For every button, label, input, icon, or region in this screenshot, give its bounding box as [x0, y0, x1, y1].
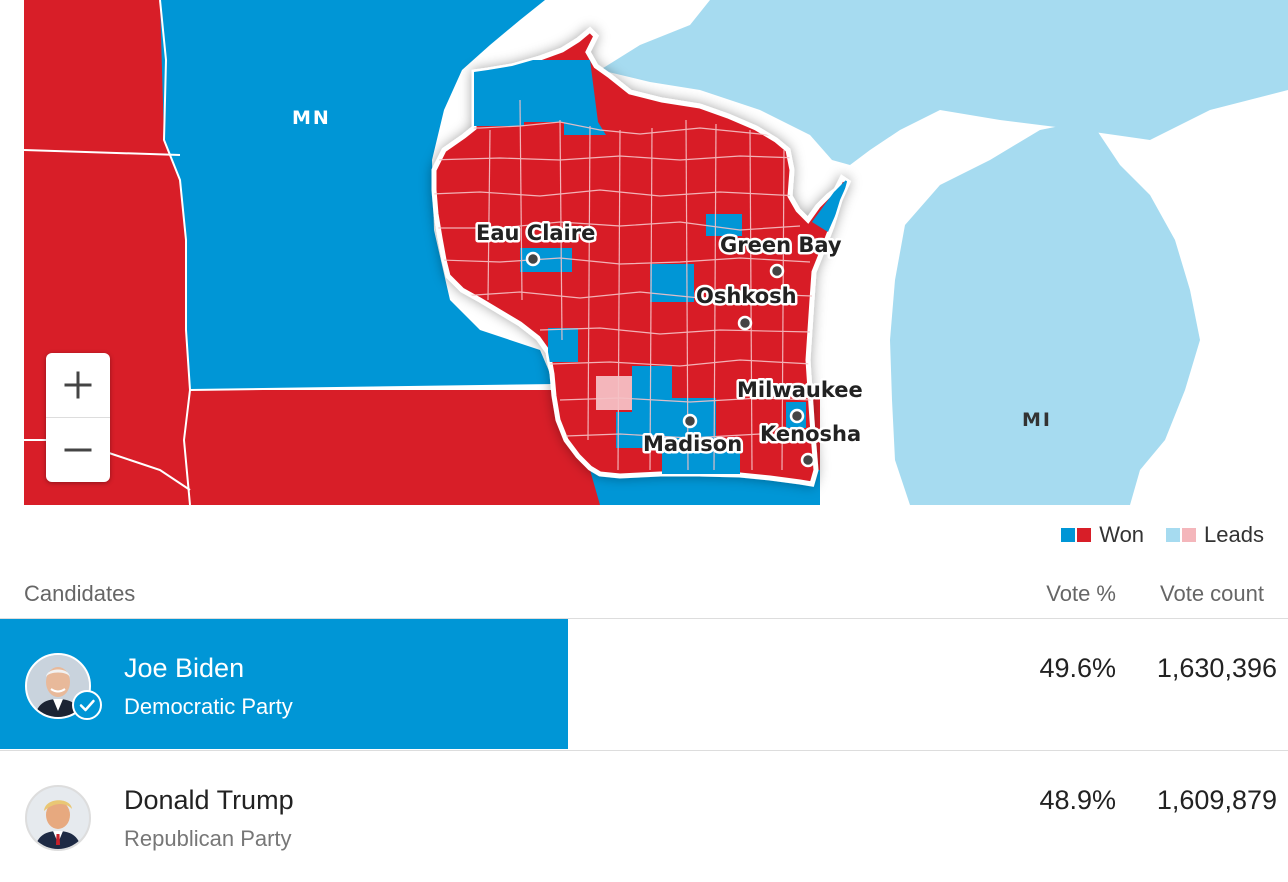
header-candidates: Candidates: [24, 581, 136, 606]
portrait-icon: [27, 787, 89, 849]
legend-swatch-dem-won: [1061, 528, 1076, 542]
winner-highlight: [0, 619, 568, 749]
zoom-in-button[interactable]: [46, 353, 110, 417]
state-label-mi: MI: [1022, 409, 1052, 431]
city-label-green-bay: Green Bay: [720, 233, 842, 257]
winner-check-icon: [72, 690, 102, 720]
city-milwaukee[interactable]: Milwaukee: [735, 376, 865, 424]
city-green-bay[interactable]: Green Bay: [718, 231, 844, 279]
vote-pct: 49.6%: [1039, 653, 1116, 683]
city-dot[interactable]: [682, 413, 698, 429]
county-la-crosse[interactable]: [548, 328, 578, 362]
candidate-row-biden[interactable]: Joe Biden Democratic Party 49.6% 1,630,3…: [0, 619, 1288, 751]
city-madison[interactable]: Madison: [641, 413, 745, 459]
legend-leads-label: Leads: [1204, 522, 1264, 547]
county-bayfield[interactable]: [524, 60, 564, 122]
legend-swatch-rep-leads: [1182, 528, 1197, 542]
city-label-madison: Madison: [643, 432, 742, 456]
state-borders: [24, 0, 556, 505]
region-minnesota: [160, 0, 555, 390]
zoom-controls: [46, 353, 110, 482]
city-dot[interactable]: [737, 315, 753, 331]
header-vote-count: Vote count: [1160, 581, 1264, 606]
legend-swatch-dem-leads: [1166, 528, 1181, 542]
candidate-row-trump[interactable]: Donald Trump Republican Party 48.9% 1,60…: [0, 751, 1288, 882]
minus-icon: [64, 448, 92, 452]
state-label-mn: MN: [292, 107, 331, 129]
candidate-name: Donald Trump: [124, 785, 294, 815]
county-douglas[interactable]: [474, 60, 524, 126]
city-eau-claire[interactable]: Eau Claire: [474, 219, 598, 267]
city-label-milwaukee: Milwaukee: [737, 378, 863, 402]
candidate-party: Democratic Party: [124, 694, 293, 719]
election-map[interactable]: Eau Claire Green Bay Oshkosh Milwaukee M…: [24, 0, 1288, 505]
region-michigan-upper: [600, 0, 1288, 165]
county-door[interactable]: [812, 178, 848, 232]
county-dane[interactable]: [616, 366, 740, 474]
results-table-header: Candidates Vote % Vote count: [0, 576, 1288, 619]
county-iowa[interactable]: [596, 376, 632, 410]
city-label-kenosha: Kenosha: [760, 422, 861, 446]
vote-count: 1,630,396: [1156, 653, 1277, 683]
map-canvas[interactable]: Eau Claire Green Bay Oshkosh Milwaukee M…: [24, 0, 1288, 505]
avatar: [25, 785, 91, 851]
city-dot[interactable]: [769, 263, 785, 279]
city-oshkosh[interactable]: Oshkosh: [694, 282, 799, 331]
city-label-eau-claire: Eau Claire: [476, 221, 595, 245]
candidate-party: Republican Party: [124, 826, 292, 851]
city-label-oshkosh: Oshkosh: [696, 284, 797, 308]
zoom-out-button[interactable]: [46, 417, 110, 482]
header-vote-pct: Vote %: [1046, 581, 1116, 606]
legend-swatch-rep-won: [1077, 528, 1092, 542]
vote-pct: 48.9%: [1039, 785, 1116, 815]
candidate-name: Joe Biden: [124, 653, 245, 683]
vote-count: 1,609,879: [1156, 785, 1277, 815]
region-michigan-lower: [890, 120, 1200, 505]
legend-won-label: Won: [1099, 522, 1145, 547]
city-dot[interactable]: [525, 251, 541, 267]
map-legend: Won Leads: [1061, 522, 1264, 548]
city-dot[interactable]: [800, 452, 816, 468]
plus-icon: [64, 371, 92, 399]
county-ashland[interactable]: [564, 60, 606, 135]
city-kenosha[interactable]: Kenosha: [758, 420, 864, 468]
city-dot[interactable]: [789, 408, 805, 424]
